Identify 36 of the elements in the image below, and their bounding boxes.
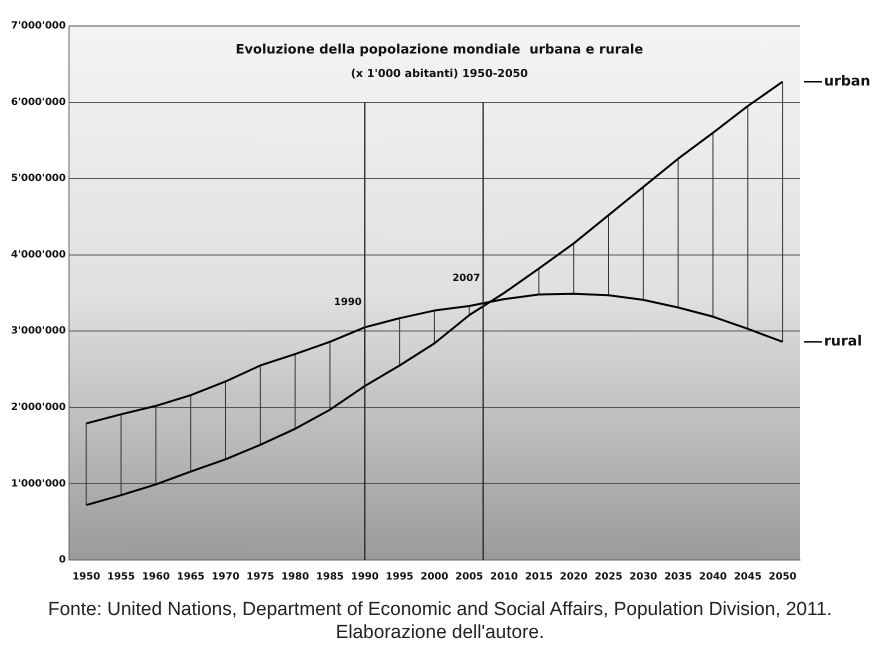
- y-tick-label: 3'000'000: [10, 326, 66, 337]
- x-tick-label: 2000: [420, 572, 448, 583]
- x-tick-label: 2020: [560, 572, 588, 583]
- x-tick-label: 1990: [350, 572, 379, 583]
- legend-label: rural: [824, 333, 862, 350]
- source-note: Fonte: United Nations, Department of Economic and Social Affairs, Population Division, 2011. Elaborazione dell'autore.: [46, 598, 833, 644]
- y-tick-label: 0: [58, 554, 66, 566]
- text: (x 1'000 abitanti) 1950-2050: [350, 66, 528, 80]
- ref-line-label: 1990: [334, 296, 362, 308]
- x-tick-label: 1975: [246, 572, 274, 583]
- x-tick-label: 1995: [386, 572, 414, 583]
- x-tick-label: 1985: [316, 572, 344, 583]
- y-tick-label: 7'000'000: [10, 20, 66, 32]
- x-tick-label: 2030: [629, 572, 658, 583]
- x-tick-label: 1950: [72, 572, 100, 583]
- x-tick-label: 1980: [281, 572, 310, 583]
- x-tick-label: 2040: [699, 572, 727, 583]
- x-tick-label: 2015: [524, 572, 553, 583]
- y-tick-label: 6'000'000: [10, 96, 66, 108]
- x-tick-label: 2005: [455, 572, 484, 583]
- x-tick-label: 2025: [594, 572, 622, 583]
- y-tick-label: 2'000'000: [10, 402, 66, 414]
- x-tick-label: 2035: [664, 572, 692, 583]
- legend-label: urban: [824, 73, 870, 90]
- x-tick-label: 1960: [142, 572, 170, 583]
- ref-line-label: 2007: [452, 272, 480, 284]
- text: Evoluzione della popolazione mondiale urbana e rurale: [236, 42, 644, 58]
- x-tick-label: 1965: [176, 572, 205, 583]
- y-tick-label: 1'000'000: [10, 478, 66, 490]
- y-tick-label: 5'000'000: [10, 173, 66, 184]
- x-tick-label: 2050: [768, 572, 797, 583]
- x-tick-label: 1970: [212, 572, 240, 583]
- x-tick-label: 2010: [490, 572, 518, 583]
- y-tick-label: 4'000'000: [10, 249, 66, 260]
- x-tick-label: 2045: [734, 572, 762, 583]
- x-tick-label: 1955: [107, 572, 136, 583]
